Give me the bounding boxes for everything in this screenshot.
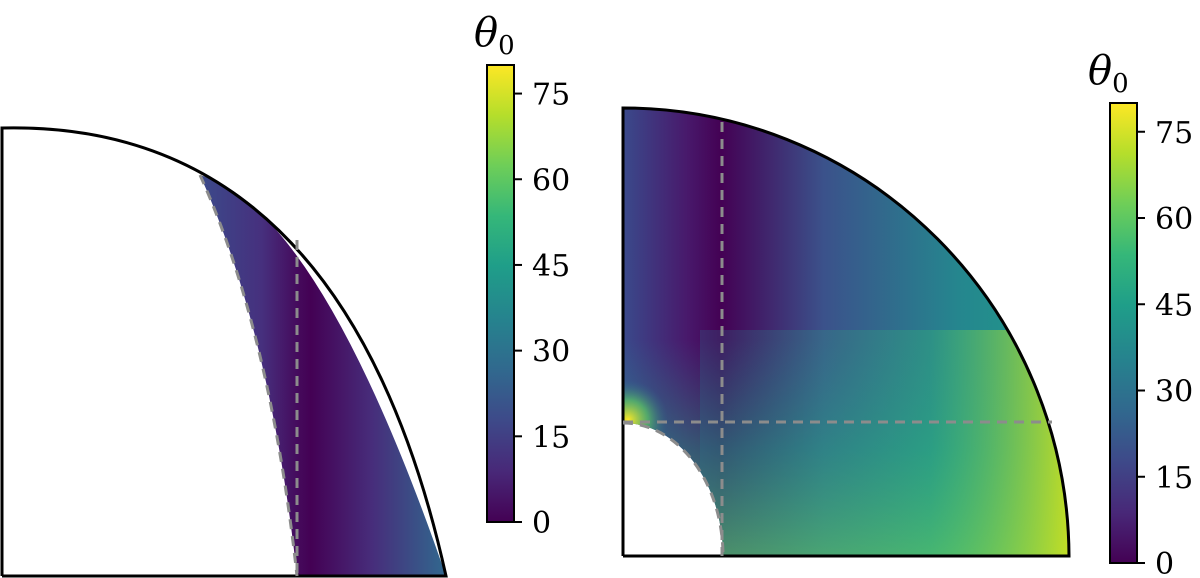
colorbar-tick-label: 15 [532, 420, 570, 455]
colorbar-tick-label: 60 [1155, 202, 1193, 237]
colorbar-tick-label: 45 [1155, 288, 1193, 323]
right-dashed-hole-arc [622, 421, 725, 557]
colorbar-tick-label: 30 [1155, 375, 1193, 410]
colorbar-tick-label: 15 [1155, 461, 1193, 496]
right-field [623, 108, 1069, 556]
right-panel [621, 106, 1071, 558]
right-colorbar-bar [1109, 102, 1138, 564]
left-colorbar-bar [486, 64, 515, 523]
left-panel [0, 126, 448, 578]
colorbar-tick-label: 75 [532, 78, 570, 113]
left-colorbar-label: θ0 [474, 10, 515, 61]
left-field [200, 175, 446, 576]
left-colorbar-ticks: 0 15 30 45 60 75 [514, 78, 570, 541]
left-dashed-curve [198, 174, 299, 577]
colorbar-tick-label: 30 [532, 335, 570, 370]
left-colorbar: 0 15 30 45 60 75 θ0 [474, 10, 570, 541]
colorbar-tick-label: 0 [1155, 547, 1174, 578]
colorbar-tick-label: 75 [1155, 116, 1193, 151]
colorbar-tick-label: 45 [532, 249, 570, 284]
right-outline [621, 106, 1071, 558]
left-outline [0, 126, 448, 578]
right-colorbar: 0 15 30 45 60 75 θ0 [1088, 48, 1193, 578]
right-colorbar-ticks: 0 15 30 45 60 75 [1137, 116, 1193, 578]
right-colorbar-label: θ0 [1088, 48, 1129, 99]
colorbar-tick-label: 0 [532, 506, 551, 541]
colorbar-tick-label: 60 [532, 163, 570, 198]
